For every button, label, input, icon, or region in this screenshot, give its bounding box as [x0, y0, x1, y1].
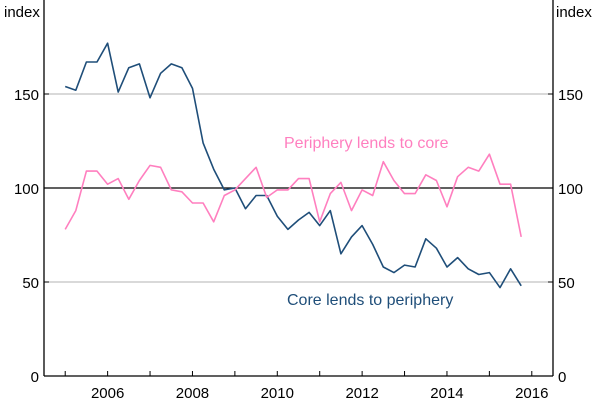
label-layer: index index Periphery lends to core Core…: [4, 4, 592, 402]
grid-layer: [44, 93, 553, 283]
y-tick-label-right-0: 0: [558, 369, 566, 386]
series-line-core-lends-to-periphery: [64, 42, 522, 289]
series-layer: [64, 42, 522, 289]
y-tick-label-left-100: 100: [14, 181, 39, 198]
x-tick-label-2014: 2014: [430, 385, 463, 402]
right-axis-unit: index: [556, 4, 592, 21]
x-tick-label-2012: 2012: [345, 385, 378, 402]
y-tick-label-right-50: 50: [558, 275, 575, 292]
left-axis-unit: index: [4, 4, 40, 21]
y-tick-label-left-150: 150: [14, 87, 39, 104]
y-tick-label-right-100: 100: [558, 181, 583, 198]
y-tick-label-left-50: 50: [22, 275, 39, 292]
y-tick-label-left-0: 0: [31, 369, 39, 386]
x-tick-label-2010: 2010: [261, 385, 294, 402]
x-tick-label-2016: 2016: [515, 385, 548, 402]
series-line-periphery-lends-to-core: [64, 153, 522, 238]
x-tick-label-2008: 2008: [176, 385, 209, 402]
label-periphery-lends-to-core: Periphery lends to core: [284, 135, 449, 152]
label-core-lends-to-periphery: Core lends to periphery: [287, 292, 453, 309]
x-tick-label-2006: 2006: [91, 385, 124, 402]
frame-layer: [43, 0, 554, 377]
y-tick-label-right-150: 150: [558, 87, 583, 104]
